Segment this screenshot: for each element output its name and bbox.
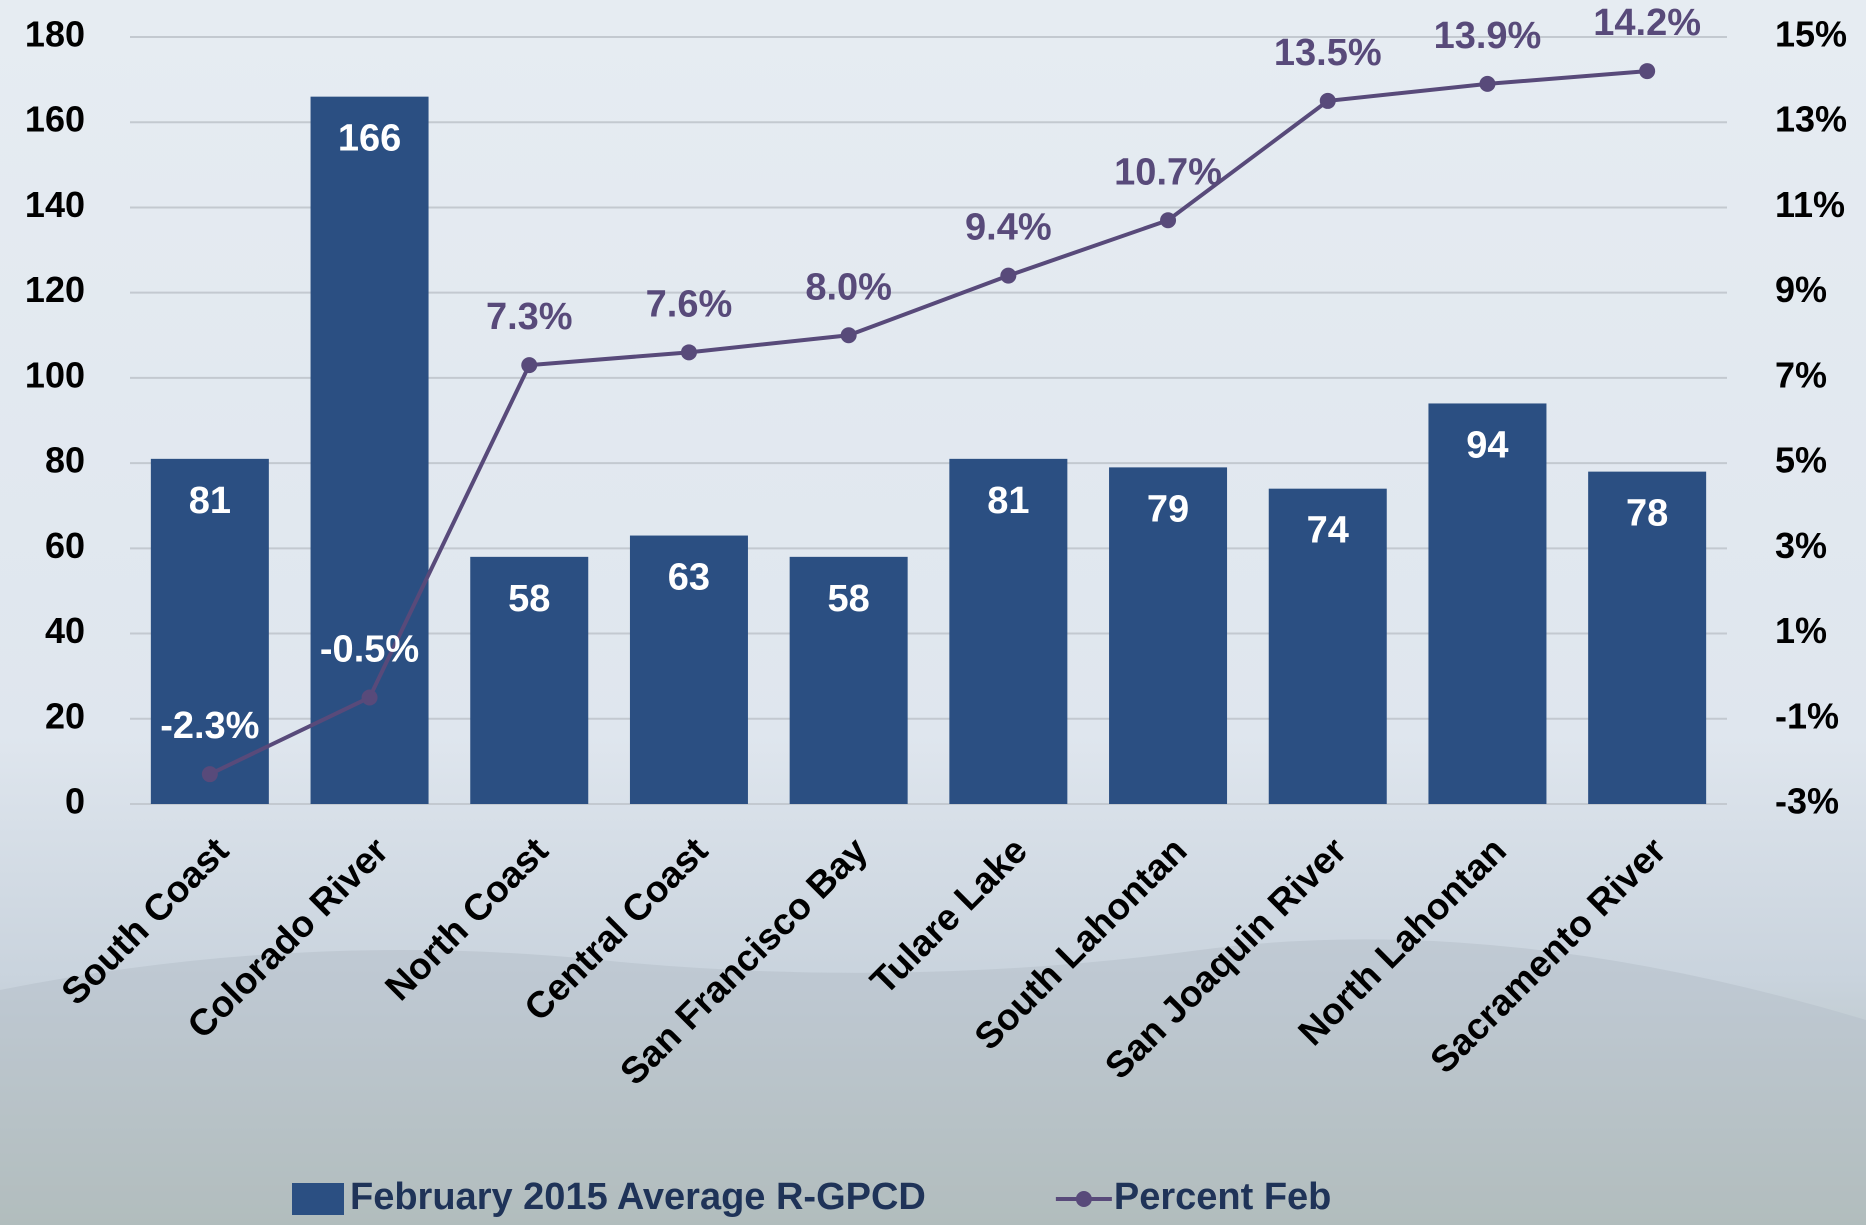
y2-tick-label: 1%: [1775, 610, 1827, 651]
line-value-label: 14.2%: [1593, 2, 1701, 44]
bar-value-label: 166: [338, 118, 401, 160]
y-tick-label: 140: [25, 184, 85, 225]
line-point: [521, 357, 537, 373]
line-point: [1639, 63, 1655, 79]
y2-tick-label: 13%: [1775, 99, 1847, 140]
y-tick-label: 0: [65, 781, 85, 822]
bar-value-label: 79: [1147, 488, 1189, 530]
y2-tick-label: -3%: [1775, 781, 1839, 822]
line-point: [1479, 76, 1495, 92]
line-value-label: -2.3%: [160, 705, 259, 747]
y-tick-label: 120: [25, 269, 85, 310]
y2-tick-label: 3%: [1775, 525, 1827, 566]
y2-tick-label: 15%: [1775, 14, 1847, 55]
line-point: [1320, 93, 1336, 109]
y2-tick-label: 9%: [1775, 269, 1827, 310]
bar-value-label: 94: [1466, 424, 1508, 466]
y2-tick-label: 5%: [1775, 440, 1827, 481]
bar-value-label: 81: [189, 480, 231, 522]
y2-tick-label: -1%: [1775, 695, 1839, 736]
line-point: [841, 327, 857, 343]
bar-value-label: 58: [828, 578, 870, 620]
legend-label: Percent Feb: [1114, 1176, 1332, 1218]
y-tick-label: 80: [45, 440, 85, 481]
line-point: [1160, 212, 1176, 228]
y-tick-label: 20: [45, 695, 85, 736]
bar-value-label: 81: [987, 480, 1029, 522]
line-value-label: 7.6%: [646, 283, 733, 325]
bar-value-label: 63: [668, 557, 710, 599]
y-tick-label: 180: [25, 14, 85, 55]
line-point: [202, 766, 218, 782]
bar-value-label: 78: [1626, 493, 1668, 535]
bar-value-label: 58: [508, 578, 550, 620]
line-point: [681, 344, 697, 360]
y-tick-label: 160: [25, 99, 85, 140]
y2-tick-label: 11%: [1775, 184, 1845, 225]
line-point: [1000, 268, 1016, 284]
y-tick-label: 60: [45, 525, 85, 566]
line-point: [362, 689, 378, 705]
background-hills: [0, 939, 1866, 1225]
line-value-label: 13.9%: [1434, 15, 1542, 57]
y-tick-label: 100: [25, 354, 85, 395]
legend-swatch: [1076, 1191, 1092, 1207]
y-tick-label: 40: [45, 610, 85, 651]
legend-swatch: [292, 1183, 344, 1215]
y2-tick-label: 7%: [1775, 354, 1827, 395]
line-value-label: 10.7%: [1114, 151, 1222, 193]
line-value-label: 7.3%: [486, 296, 573, 338]
line-value-label: 8.0%: [805, 266, 892, 308]
chart: 0 20 40 60 80 100 120 140 160 180 -3% -1% 1% 3% 5% 7% 9%…: [0, 0, 1866, 1225]
legend-label: February 2015 Average R-GPCD: [350, 1176, 926, 1218]
line-value-label: 13.5%: [1274, 32, 1382, 74]
line-value-label: -0.5%: [320, 629, 419, 671]
bar-value-label: 74: [1307, 510, 1349, 552]
line-value-label: 9.4%: [965, 207, 1052, 249]
